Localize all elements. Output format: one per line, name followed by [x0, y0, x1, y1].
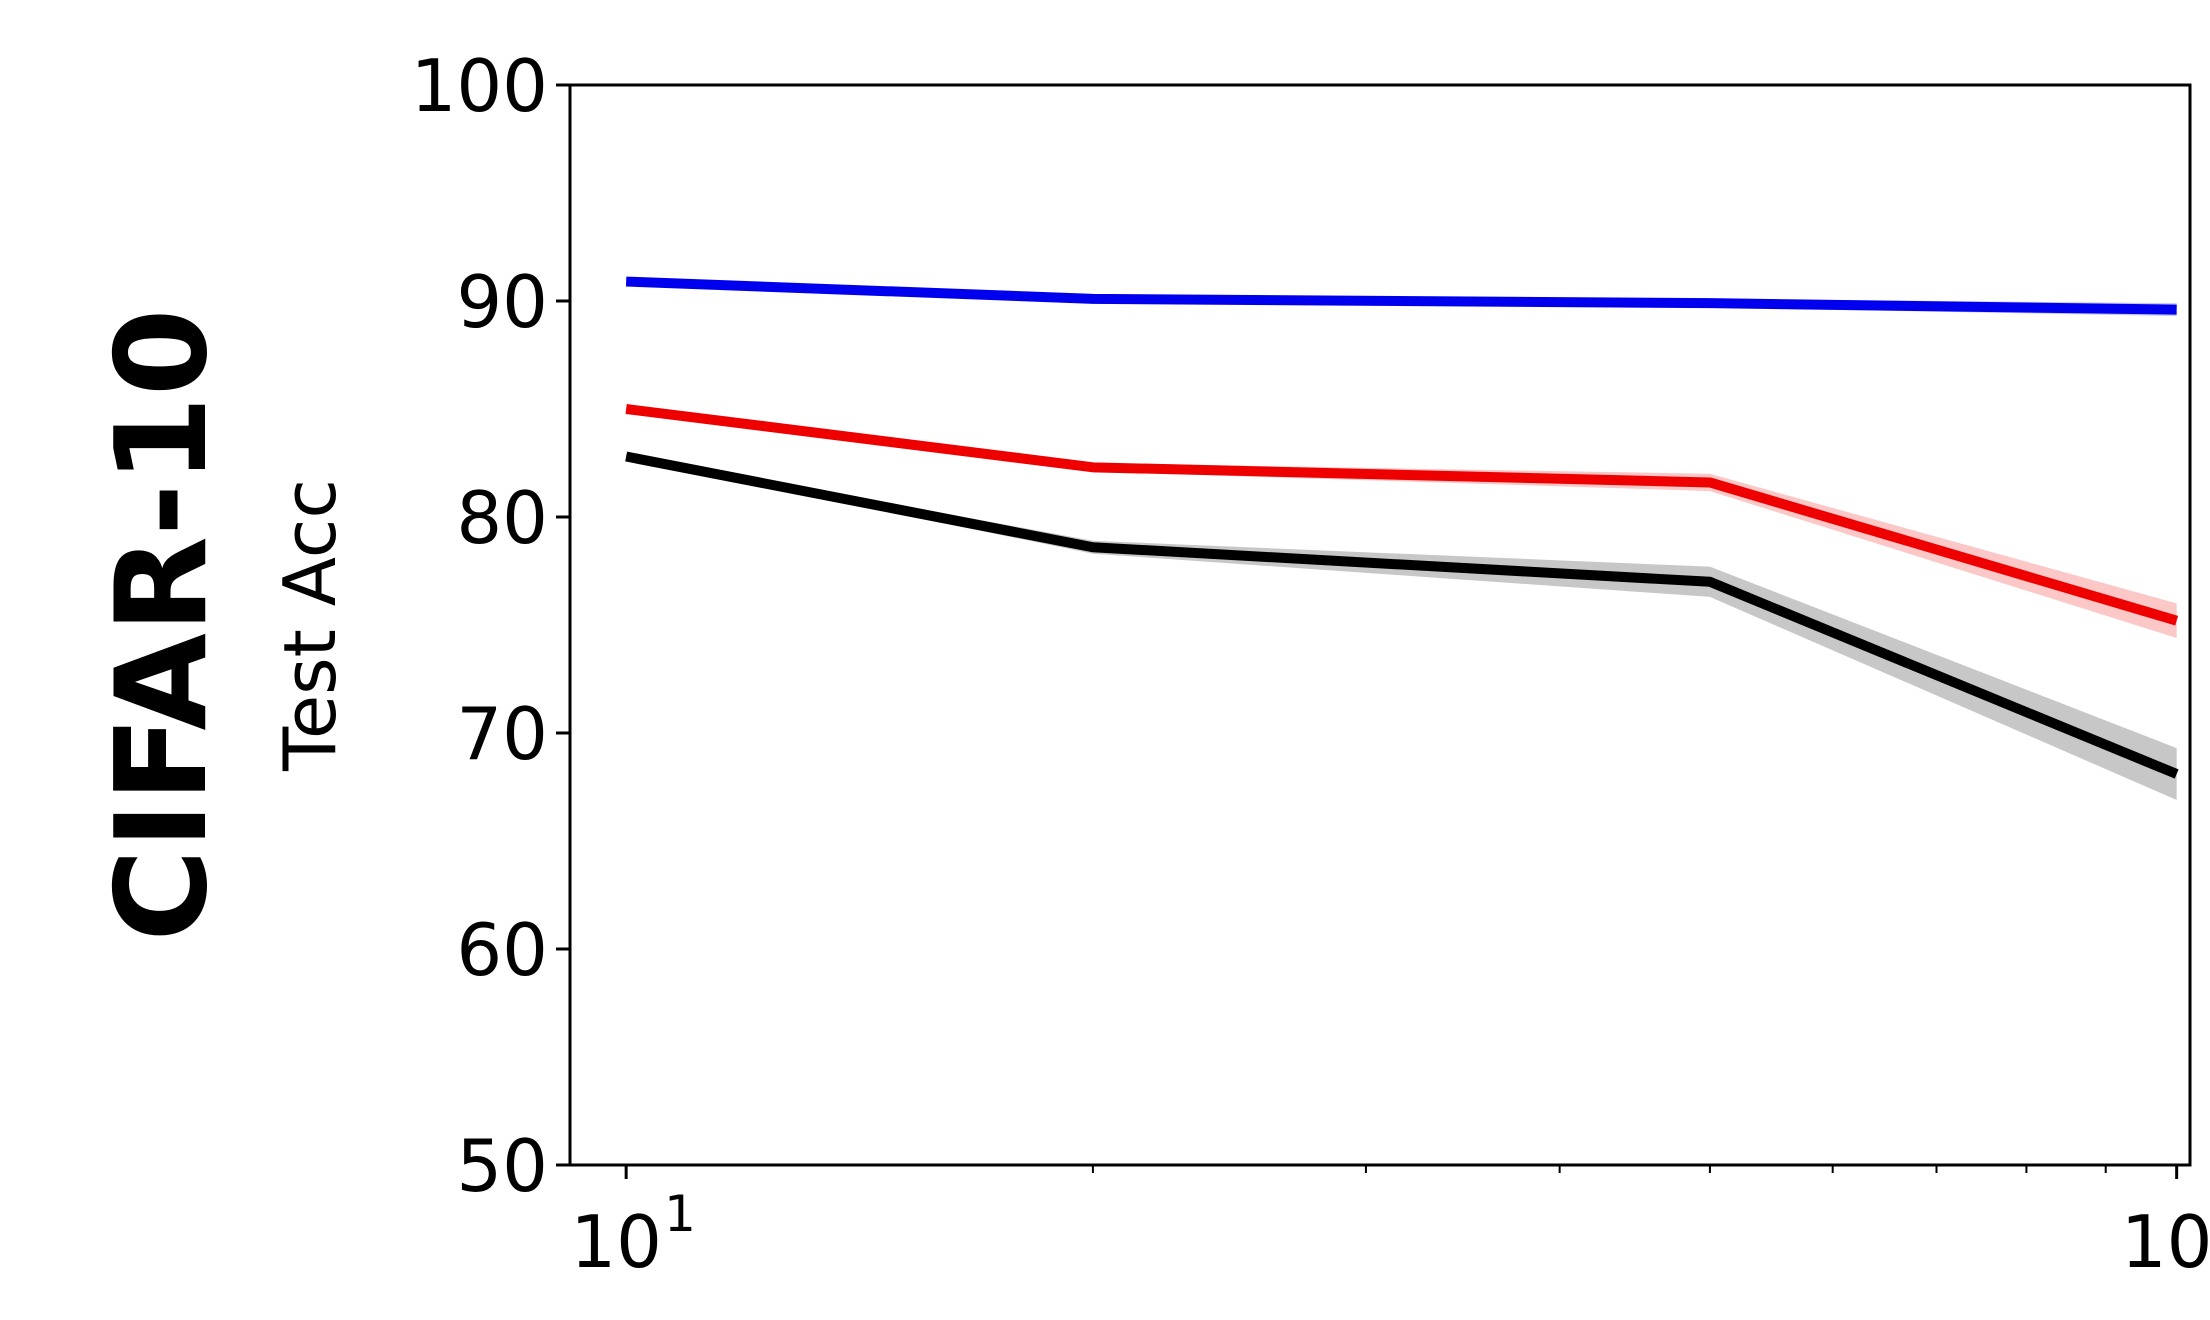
y-tick-label: 60 — [456, 908, 548, 992]
series-line-2 — [625, 451, 2179, 779]
series-line-0 — [625, 276, 2177, 315]
plot-frame — [568, 83, 2192, 1167]
y-axis: 50 60 70 80 90 100 — [411, 44, 570, 1208]
confidence-bands — [626, 279, 2177, 800]
x-tick-label: 10 — [570, 1200, 662, 1284]
series-lines — [625, 276, 2179, 779]
y-tick-label: 100 — [411, 44, 548, 128]
x-tick-label: 10 — [2121, 1200, 2210, 1284]
row-title: CIFAR-10 — [88, 308, 235, 941]
y-tick-label: 50 — [456, 1124, 548, 1208]
y-tick-label: 90 — [456, 260, 548, 344]
y-tick-label: 80 — [456, 476, 548, 560]
x-tick-exponent: 1 — [664, 1185, 696, 1243]
x-axis: 101102 — [570, 1165, 2210, 1284]
y-tick-label: 70 — [456, 692, 548, 776]
series-line-1 — [625, 404, 2179, 626]
y-axis-label: Test Acc — [268, 479, 352, 772]
